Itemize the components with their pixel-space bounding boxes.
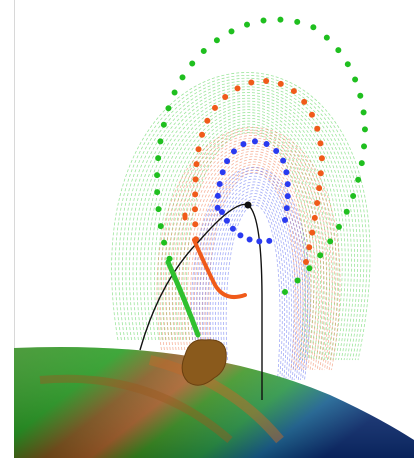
black-dot	[245, 202, 252, 209]
visualization	[0, 0, 414, 458]
